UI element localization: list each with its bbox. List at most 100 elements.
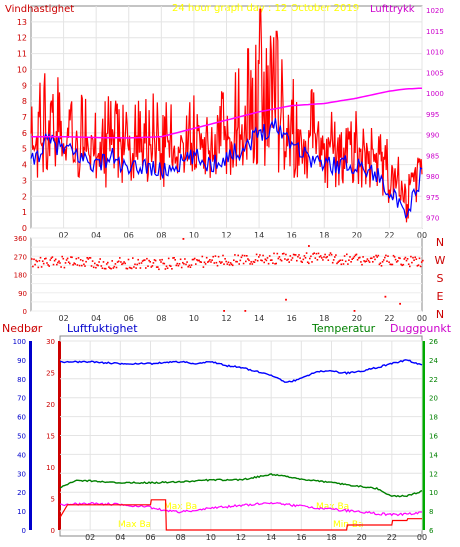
direction-point bbox=[243, 254, 246, 257]
direction-point bbox=[41, 260, 44, 262]
direction-point bbox=[276, 252, 279, 255]
direction-point bbox=[214, 255, 217, 257]
temperature-ytick-label: 6 bbox=[429, 527, 434, 535]
direction-point bbox=[151, 265, 154, 267]
direction-point bbox=[394, 258, 397, 261]
direction-point bbox=[123, 261, 125, 263]
direction-point bbox=[218, 260, 221, 263]
direction-point bbox=[159, 259, 161, 261]
direction-point bbox=[337, 261, 339, 263]
humidity-label: Luftfuktighet bbox=[67, 322, 138, 335]
direction-point bbox=[66, 257, 69, 260]
direction-point bbox=[292, 253, 295, 256]
wind-xtick-label: 02 bbox=[58, 231, 68, 240]
direction-point bbox=[374, 258, 376, 261]
direction-point bbox=[154, 259, 157, 262]
direction-point bbox=[298, 254, 300, 256]
direction-point bbox=[277, 257, 280, 260]
direction-point bbox=[59, 262, 61, 264]
direction-point bbox=[273, 252, 275, 255]
direction-xtick-label: 12 bbox=[221, 314, 231, 323]
direction-point bbox=[248, 259, 250, 262]
direction-point bbox=[153, 259, 156, 261]
direction-point bbox=[94, 262, 96, 265]
direction-point bbox=[75, 257, 78, 260]
wind-xtick-label: 14 bbox=[254, 231, 264, 240]
direction-point bbox=[381, 261, 384, 263]
direction-point bbox=[379, 262, 382, 264]
direction-outlier-point bbox=[285, 298, 287, 301]
temperature-axis-bar bbox=[422, 341, 425, 530]
direction-point bbox=[265, 259, 268, 262]
wind-xtick-label: 06 bbox=[124, 231, 134, 240]
direction-point bbox=[201, 255, 204, 258]
direction-point bbox=[132, 257, 134, 259]
rain-ytick-label: 20 bbox=[46, 401, 55, 409]
direction-point bbox=[83, 263, 85, 266]
direction-point bbox=[167, 257, 170, 260]
direction-point bbox=[399, 257, 401, 260]
chart-marks: 0123456789101112139709759809859909951000… bbox=[13, 6, 446, 542]
direction-point bbox=[195, 263, 197, 265]
direction-point bbox=[260, 259, 262, 261]
compass-label: E bbox=[437, 290, 444, 303]
direction-point bbox=[209, 259, 211, 261]
direction-point bbox=[300, 260, 302, 263]
direction-point bbox=[385, 254, 387, 257]
direction-point bbox=[171, 268, 173, 270]
direction-point bbox=[210, 261, 212, 263]
wind-ytick-label: 1 bbox=[22, 208, 27, 217]
direction-point bbox=[323, 256, 325, 258]
wind-speed-series bbox=[30, 8, 423, 223]
chart-title: 24 hour graph day : 12 October 2019 bbox=[172, 3, 359, 14]
direction-point bbox=[350, 261, 352, 263]
wind-xtick-label: 12 bbox=[221, 231, 231, 240]
wind-ytick-label: 8 bbox=[22, 97, 27, 106]
direction-point bbox=[247, 258, 249, 260]
direction-point bbox=[161, 258, 163, 261]
direction-point bbox=[388, 261, 390, 263]
direction-point bbox=[266, 257, 269, 259]
direction-point bbox=[392, 254, 395, 257]
direction-point bbox=[272, 262, 274, 264]
wind-xtick-label: 18 bbox=[319, 231, 329, 240]
direction-point bbox=[321, 257, 323, 259]
direction-point bbox=[362, 256, 364, 258]
direction-point bbox=[165, 265, 168, 268]
direction-ytick-label: 180 bbox=[14, 272, 27, 280]
direction-xtick-label: 18 bbox=[319, 314, 329, 323]
direction-point bbox=[198, 259, 200, 262]
humidity-ytick-label: 100 bbox=[13, 338, 26, 346]
direction-ytick-label: 90 bbox=[18, 290, 27, 298]
temperature-ytick-label: 8 bbox=[429, 508, 433, 516]
humidity-ytick-label: 0 bbox=[22, 527, 26, 535]
direction-point bbox=[191, 258, 194, 261]
direction-point bbox=[115, 266, 118, 269]
direction-ytick-label: 0 bbox=[23, 308, 27, 316]
wind-xtick-label: 10 bbox=[189, 231, 199, 240]
direction-point bbox=[172, 257, 174, 259]
direction-point bbox=[398, 257, 400, 259]
direction-point bbox=[204, 263, 207, 265]
direction-point bbox=[212, 255, 214, 258]
direction-point bbox=[305, 252, 308, 254]
weather-xtick-label: 08 bbox=[176, 533, 186, 542]
direction-point bbox=[160, 261, 162, 263]
direction-point bbox=[128, 266, 131, 269]
direction-point bbox=[86, 257, 88, 259]
direction-point bbox=[116, 261, 119, 263]
direction-point bbox=[252, 260, 255, 263]
weather-xtick-label: 12 bbox=[236, 533, 246, 542]
direction-point bbox=[114, 263, 117, 265]
direction-point bbox=[237, 254, 239, 257]
direction-point bbox=[205, 256, 208, 259]
direction-point bbox=[241, 254, 244, 257]
direction-point bbox=[189, 266, 192, 268]
direction-point bbox=[148, 259, 150, 262]
direction-point bbox=[328, 254, 331, 256]
direction-point bbox=[58, 260, 60, 262]
wind-xtick-label: 04 bbox=[91, 231, 101, 240]
direction-point bbox=[304, 257, 307, 259]
wind-xtick-label: 22 bbox=[384, 231, 394, 240]
rain-axis-bar bbox=[58, 341, 61, 530]
